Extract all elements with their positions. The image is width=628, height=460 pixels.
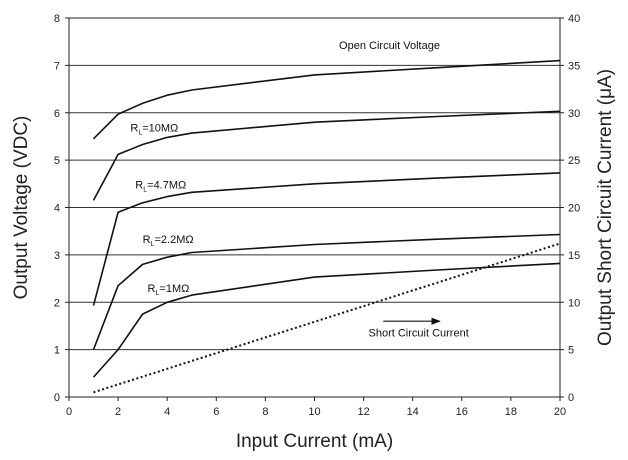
annotation-suffix: =10MΩ	[142, 123, 178, 135]
x-tick-label: 0	[66, 406, 72, 418]
y-right-tick-label: 5	[568, 345, 574, 357]
annotation-prefix: R	[135, 180, 143, 192]
y-left-tick-label: 4	[54, 203, 60, 215]
annotation-subscript: L	[151, 241, 155, 248]
x-tick-label: 14	[407, 406, 419, 418]
annotation-prefix: R	[143, 234, 151, 246]
annotation-prefix: R	[148, 283, 156, 295]
y-left-tick-label: 7	[54, 60, 60, 72]
x-tick-label: 4	[164, 406, 170, 418]
series-line-2	[92, 172, 561, 306]
annotation-2: RL=4.7MΩ	[135, 180, 186, 194]
y-left-tick-label: 1	[54, 345, 60, 357]
x-tick-label: 16	[456, 406, 468, 418]
annotation-suffix: =4.7MΩ	[147, 180, 186, 192]
series-lines	[92, 59, 561, 394]
series-line-0	[92, 59, 561, 140]
y-left-tick-label: 8	[54, 13, 60, 25]
y-left-tick-label: 3	[54, 250, 60, 262]
series-line-3	[92, 233, 561, 350]
annotation-1: RL=10MΩ	[130, 123, 178, 137]
series-line-5	[93, 242, 561, 394]
y-right-tick-label: 35	[568, 60, 580, 72]
y-right-tick-label: 30	[568, 108, 580, 120]
annotation-suffix: =1MΩ	[159, 283, 189, 295]
x-tick-label: 2	[115, 406, 121, 418]
annotation-prefix: R	[130, 123, 138, 135]
y-right-tick-label: 0	[568, 392, 574, 404]
y-right-axis-title: Output Short Circuit Current (μA)	[595, 69, 616, 346]
annotation-4: RL=1MΩ	[148, 283, 190, 297]
y-right-tick-label: 40	[568, 13, 580, 25]
annotations: Open Circuit VoltageRL=10MΩRL=4.7MΩRL=2.…	[130, 40, 468, 340]
x-tick-label: 18	[505, 406, 517, 418]
annotation-subscript: L	[143, 187, 147, 194]
annotation-3: RL=2.2MΩ	[143, 234, 194, 248]
x-tick-label: 12	[357, 406, 369, 418]
y-left-tick-label: 0	[54, 392, 60, 404]
y-left-axis-title: Output Voltage (VDC)	[11, 116, 32, 300]
x-axis-ticks: 0 2 4 6 8 10 12 14 16 18 20	[66, 397, 566, 418]
y-left-tick-label: 5	[54, 155, 60, 167]
annotation-subscript: L	[156, 290, 160, 297]
annotation-subscript: L	[138, 130, 142, 137]
annotation-suffix: =2.2MΩ	[155, 234, 194, 246]
series-line-4	[92, 262, 561, 378]
x-tick-label: 20	[554, 406, 566, 418]
x-axis-title: Input Current (mA)	[236, 431, 393, 452]
y-left-axis-ticks: 0 1 2 3 4 5 6 7 8	[54, 13, 69, 404]
annotation-0: Open Circuit Voltage	[339, 40, 440, 52]
y-right-tick-label: 25	[568, 155, 580, 167]
y-right-tick-label: 20	[568, 203, 580, 215]
x-tick-label: 10	[308, 406, 320, 418]
x-tick-label: 6	[213, 406, 219, 418]
y-left-tick-label: 2	[54, 297, 60, 309]
series-line-1	[92, 110, 561, 201]
annotation-5: Short Circuit Current	[369, 327, 469, 339]
x-tick-label: 8	[262, 406, 268, 418]
y-right-tick-label: 10	[568, 297, 580, 309]
y-right-tick-label: 15	[568, 250, 580, 262]
y-left-tick-label: 6	[54, 108, 60, 120]
y-right-axis-ticks: 0 5 10 15 20 25 30 35 40	[560, 13, 580, 404]
